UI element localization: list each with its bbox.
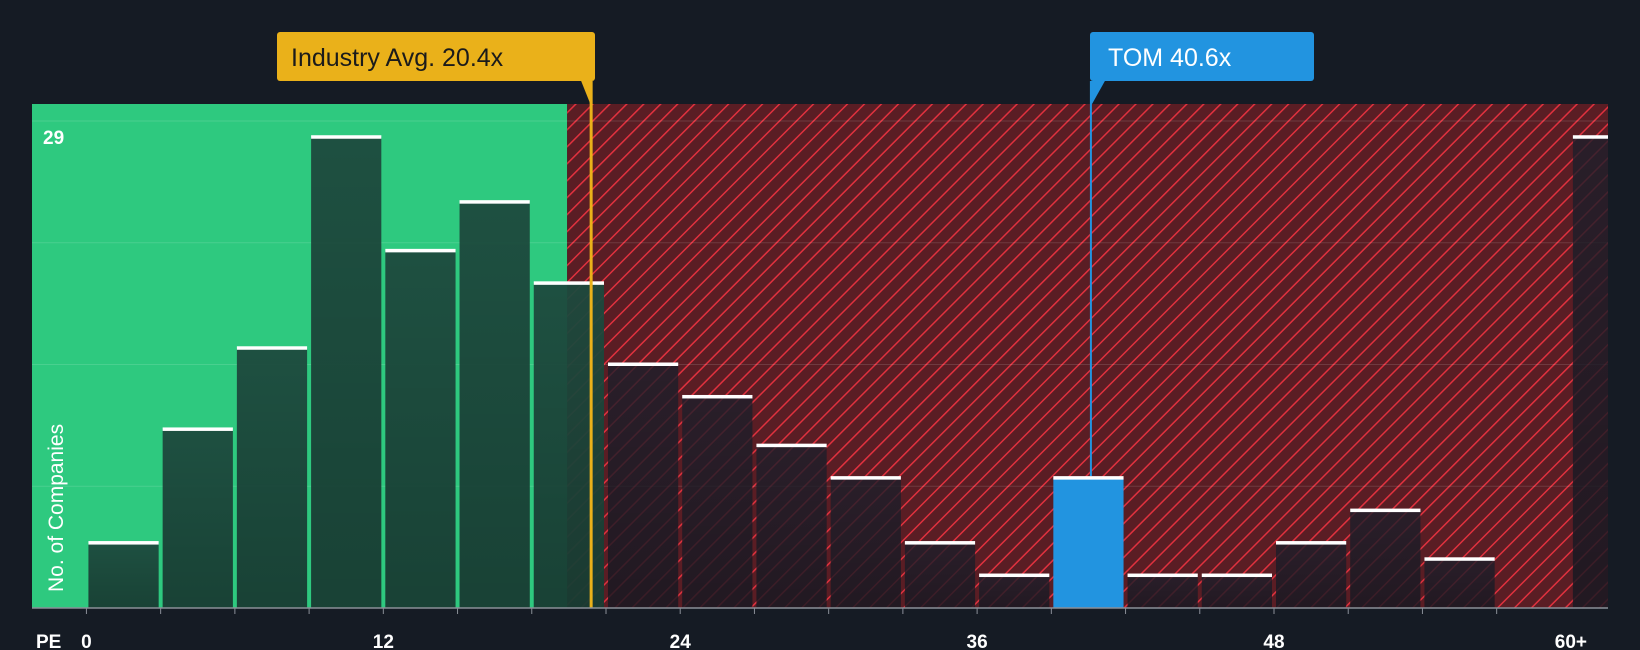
bar-top-17	[1350, 508, 1421, 513]
x-tick-label: 36	[967, 632, 988, 650]
x-tick-label: 24	[670, 632, 692, 650]
bar-shade-14	[1127, 575, 1198, 608]
bar-shade-12	[979, 575, 1050, 608]
bar-top-5	[459, 200, 530, 204]
bar-top-1	[162, 427, 233, 431]
industry-avg-pointer	[581, 81, 592, 106]
bar-shade-2	[236, 348, 308, 608]
industry-avg-label-box	[277, 32, 595, 81]
bar-top-18	[1424, 557, 1495, 561]
bar-top-7	[607, 362, 679, 366]
bar-shade-3	[311, 137, 382, 608]
industry-avg-label: Industry Avg. 20.4x	[291, 44, 504, 72]
x-tick-label: 12	[373, 632, 394, 650]
company-callout: TOM 40.6x	[1090, 32, 1314, 81]
company-label: TOM 40.6x	[1108, 44, 1232, 72]
bar-shade-11	[904, 543, 976, 608]
bar-shade-18	[1424, 559, 1495, 608]
bar-top-3	[311, 135, 382, 139]
industry-avg-callout: Industry Avg. 20.4x	[277, 32, 595, 81]
x-axis-title: PE	[36, 632, 61, 650]
bar-shade-1	[162, 429, 233, 608]
bar-shade-5	[459, 202, 530, 608]
bar-top-9	[756, 443, 827, 448]
x-axis: 0 12 24 36 48 60+	[32, 607, 1608, 650]
bar-top-0	[88, 541, 159, 545]
company-label-box	[1090, 32, 1314, 81]
bar-top-13	[1053, 476, 1124, 480]
bar-shade-4	[385, 250, 456, 608]
bar-shade-15	[1201, 575, 1272, 608]
bar-13	[1053, 478, 1124, 608]
bar-top-19	[1572, 135, 1608, 139]
bar-top-11	[904, 541, 976, 545]
bar-shade-10	[830, 478, 901, 608]
bar-top-8	[682, 394, 753, 399]
bar-shade-9	[756, 445, 827, 608]
bar-top-6	[533, 281, 604, 285]
x-tick-label: 48	[1263, 632, 1284, 650]
y-max-label: 29	[43, 128, 64, 149]
bar-top-2	[236, 346, 308, 350]
reference-markers	[581, 81, 1105, 608]
x-tick-label: 60+	[1555, 632, 1587, 650]
company-pointer	[1090, 81, 1105, 106]
bar-shade-19	[1572, 137, 1608, 608]
bar-shade-16	[1275, 543, 1347, 608]
bar-shade-17	[1350, 510, 1421, 608]
bar-top-14	[1127, 573, 1198, 578]
x-tick-label: 0	[81, 632, 92, 650]
bar-shade-6	[533, 283, 604, 608]
bar-top-16	[1275, 541, 1347, 545]
y-axis-label: No. of Companies	[45, 424, 68, 592]
bar-shade-7	[607, 364, 679, 608]
bar-top-4	[385, 248, 456, 253]
histogram-bars	[88, 135, 1608, 608]
bar-top-10	[830, 476, 901, 480]
bar-shade-8	[682, 396, 753, 608]
bar-shade-0	[88, 543, 159, 608]
bar-top-12	[979, 573, 1050, 578]
bar-top-15	[1201, 573, 1272, 578]
